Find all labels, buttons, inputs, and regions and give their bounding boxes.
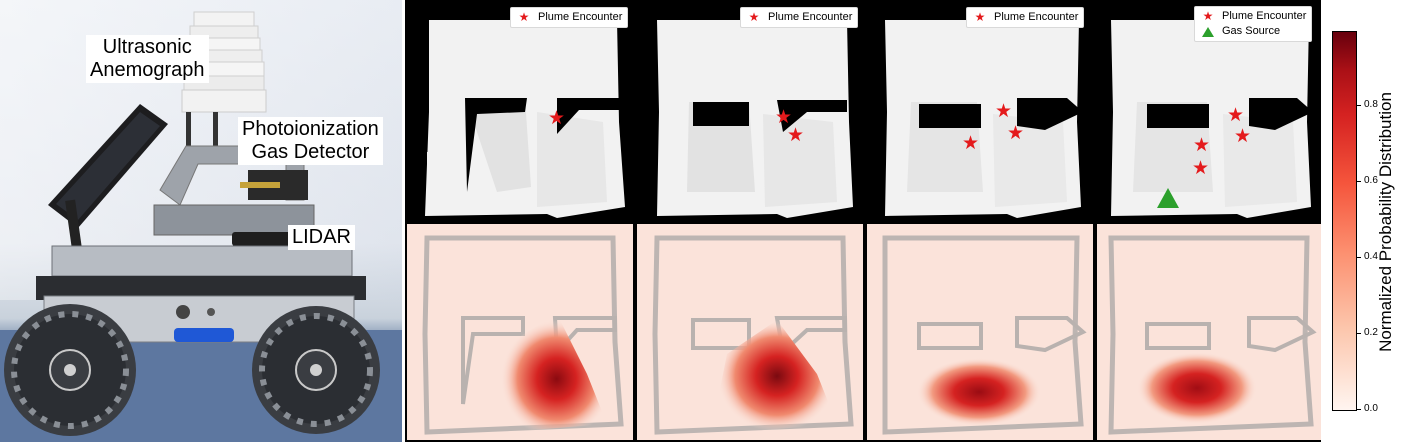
map-grid: ★ ★ ★ ★ ★ ★ — [405, 0, 1323, 442]
mecanum-wheel-right — [252, 306, 380, 434]
lidar-label: LIDAR — [288, 225, 355, 250]
occupancy-map-3: ★ ★ ★ — [867, 2, 1093, 222]
colorbar-tick-label: 0.4 — [1364, 251, 1378, 262]
probability-heatmap-4 — [1097, 224, 1323, 440]
colorbar-title-text: Normalized Probability Distribution — [1376, 92, 1395, 352]
pid-label-line1: Photoionization — [242, 118, 379, 140]
gas-source-legend-icon — [1202, 26, 1214, 37]
legend-plume-label: Plume Encounter — [538, 11, 623, 23]
legend-map-3: ★ Plume Encounter — [966, 7, 1085, 28]
colorbar-tick — [1357, 257, 1361, 258]
lidar-unit — [232, 232, 292, 246]
colorbar-tick — [1357, 105, 1361, 106]
occupancy-map-2: ★ ★ — [637, 2, 863, 222]
legend-map-1: ★ Plume Encounter — [510, 7, 629, 28]
legend-plume-label: Plume Encounter — [1222, 10, 1307, 22]
colorbar-tick — [1357, 333, 1361, 334]
anemograph-label-line1: Ultrasonic — [102, 36, 192, 58]
legend-plume-label: Plume Encounter — [768, 11, 853, 23]
probability-heatmap-2 — [637, 224, 863, 440]
legend-map-2: ★ Plume Encounter — [740, 7, 859, 28]
probability-heatmap-1 — [407, 224, 633, 440]
plume-marker: ★ — [548, 108, 566, 129]
lidar-label-text: LIDAR — [292, 226, 351, 248]
legend-source-label: Gas Source — [1222, 25, 1281, 37]
plume-legend-icon: ★ — [1202, 9, 1214, 23]
colorbar-tick — [1357, 409, 1361, 410]
plume-marker: ★ — [1227, 105, 1245, 126]
colorbar: 0.0 0.2 0.4 0.6 0.8 — [1321, 0, 1418, 442]
colorbar-tick-label: 0.0 — [1364, 403, 1378, 414]
colorbar-tick-label: 0.6 — [1364, 175, 1378, 186]
tablet-screen — [48, 104, 168, 271]
plume-marker: ★ — [1007, 123, 1025, 144]
plume-legend-icon: ★ — [518, 10, 530, 24]
colorbar-tick — [1357, 181, 1361, 182]
probability-heatmap-3 — [867, 224, 1093, 440]
plume-marker: ★ — [775, 107, 793, 128]
occupancy-map-1: ★ — [407, 2, 633, 222]
mecanum-wheel-left — [4, 304, 136, 436]
legend-map-4: ★ Plume Encounter Gas Source — [1194, 6, 1313, 42]
plume-marker: ★ — [995, 101, 1013, 122]
plume-marker: ★ — [962, 133, 980, 154]
plume-marker: ★ — [1234, 126, 1252, 147]
legend-plume-label: Plume Encounter — [994, 11, 1079, 23]
colorbar-tick-label: 0.2 — [1364, 327, 1378, 338]
gas-source-marker — [1157, 188, 1179, 208]
plume-marker: ★ — [1192, 158, 1210, 179]
colorbar-tick-label: 0.8 — [1364, 99, 1378, 110]
pid-label-line2: Gas Detector — [251, 141, 370, 163]
anemograph-label-line2: Anemograph — [90, 59, 205, 81]
anemograph-label: Ultrasonic Anemograph — [86, 35, 209, 83]
plume-legend-icon: ★ — [748, 10, 760, 24]
robot-photo: Ultrasonic Anemograph Photoionization Ga… — [0, 0, 402, 442]
pid-label: Photoionization Gas Detector — [238, 117, 383, 165]
plume-marker: ★ — [1193, 135, 1211, 156]
plume-legend-icon: ★ — [974, 10, 986, 24]
colorbar-gradient — [1332, 31, 1357, 411]
plume-marker: ★ — [787, 125, 805, 146]
